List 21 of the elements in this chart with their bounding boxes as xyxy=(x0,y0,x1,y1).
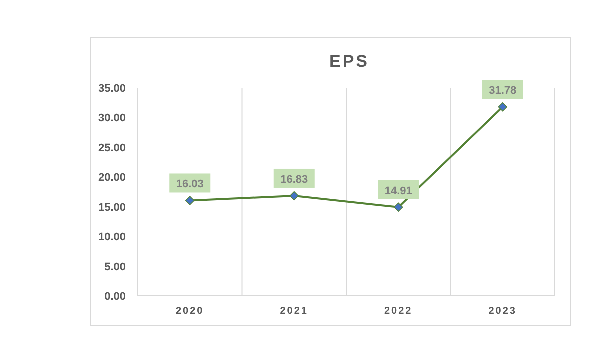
x-tick-label: 2023 xyxy=(488,306,517,317)
x-tick-label: 2020 xyxy=(176,306,204,317)
y-tick-label: 0.00 xyxy=(104,291,126,303)
point xyxy=(186,196,195,206)
point xyxy=(290,191,299,201)
point xyxy=(498,102,508,112)
y-tick-label: 5.00 xyxy=(104,261,126,274)
y-tick-label: 25.00 xyxy=(98,142,126,154)
y-tick-label: 20.00 xyxy=(98,172,126,184)
y-tick-label: 35.00 xyxy=(98,83,126,95)
y-tick-label: 10.00 xyxy=(98,232,126,244)
data-label: 16.03 xyxy=(176,178,204,191)
x-tick-label: 2022 xyxy=(384,306,413,317)
point xyxy=(394,202,404,212)
y-tick-label: 30.00 xyxy=(98,112,126,125)
data-label: 16.83 xyxy=(280,174,308,186)
data-label: 31.78 xyxy=(489,85,517,98)
chart-title: EPS xyxy=(329,52,370,71)
y-tick-label: 15.00 xyxy=(98,202,126,214)
data-label: 14.91 xyxy=(384,185,412,198)
x-tick-label: 2021 xyxy=(280,306,308,317)
